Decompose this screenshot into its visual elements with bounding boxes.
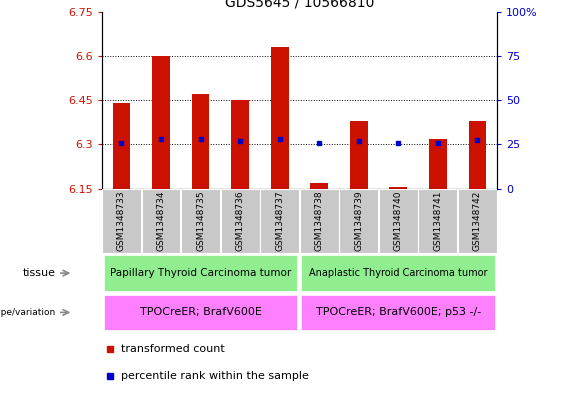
Text: Papillary Thyroid Carcinoma tumor: Papillary Thyroid Carcinoma tumor bbox=[110, 268, 291, 278]
Text: GSM1348735: GSM1348735 bbox=[196, 191, 205, 251]
Text: genotype/variation: genotype/variation bbox=[0, 308, 56, 317]
Bar bbox=[458, 189, 497, 253]
Text: GSM1348734: GSM1348734 bbox=[157, 191, 166, 251]
Text: TPOCreER; BrafV600E: TPOCreER; BrafV600E bbox=[140, 307, 262, 318]
Text: GSM1348740: GSM1348740 bbox=[394, 191, 403, 251]
Text: GSM1348742: GSM1348742 bbox=[473, 191, 482, 251]
Bar bbox=[350, 121, 368, 189]
Bar bbox=[301, 295, 495, 330]
Text: GSM1348738: GSM1348738 bbox=[315, 191, 324, 251]
Text: GSM1348739: GSM1348739 bbox=[354, 191, 363, 251]
Bar bbox=[271, 47, 289, 189]
Bar bbox=[221, 189, 259, 253]
Text: percentile rank within the sample: percentile rank within the sample bbox=[121, 371, 310, 381]
Bar bbox=[112, 103, 131, 189]
Bar bbox=[152, 56, 170, 189]
Text: GSM1348736: GSM1348736 bbox=[236, 191, 245, 251]
Bar bbox=[104, 255, 297, 291]
Text: tissue: tissue bbox=[23, 268, 56, 278]
Title: GDS5645 / 10566810: GDS5645 / 10566810 bbox=[225, 0, 374, 9]
Bar bbox=[260, 189, 299, 253]
Bar bbox=[301, 255, 495, 291]
Text: GSM1348733: GSM1348733 bbox=[117, 191, 126, 251]
Bar bbox=[142, 189, 180, 253]
Bar bbox=[468, 121, 486, 189]
Bar bbox=[104, 295, 297, 330]
Text: GSM1348741: GSM1348741 bbox=[433, 191, 442, 251]
Text: GSM1348737: GSM1348737 bbox=[275, 191, 284, 251]
Bar bbox=[231, 100, 249, 189]
Bar bbox=[181, 189, 220, 253]
Bar bbox=[192, 94, 210, 189]
Bar bbox=[102, 189, 141, 253]
Bar bbox=[389, 187, 407, 189]
Bar bbox=[379, 189, 418, 253]
Bar bbox=[300, 189, 338, 253]
Text: Anaplastic Thyroid Carcinoma tumor: Anaplastic Thyroid Carcinoma tumor bbox=[309, 268, 488, 278]
Bar bbox=[310, 183, 328, 189]
Text: transformed count: transformed count bbox=[121, 344, 225, 354]
Bar bbox=[340, 189, 378, 253]
Text: TPOCreER; BrafV600E; p53 -/-: TPOCreER; BrafV600E; p53 -/- bbox=[316, 307, 481, 318]
Bar bbox=[419, 189, 457, 253]
Bar bbox=[429, 138, 447, 189]
